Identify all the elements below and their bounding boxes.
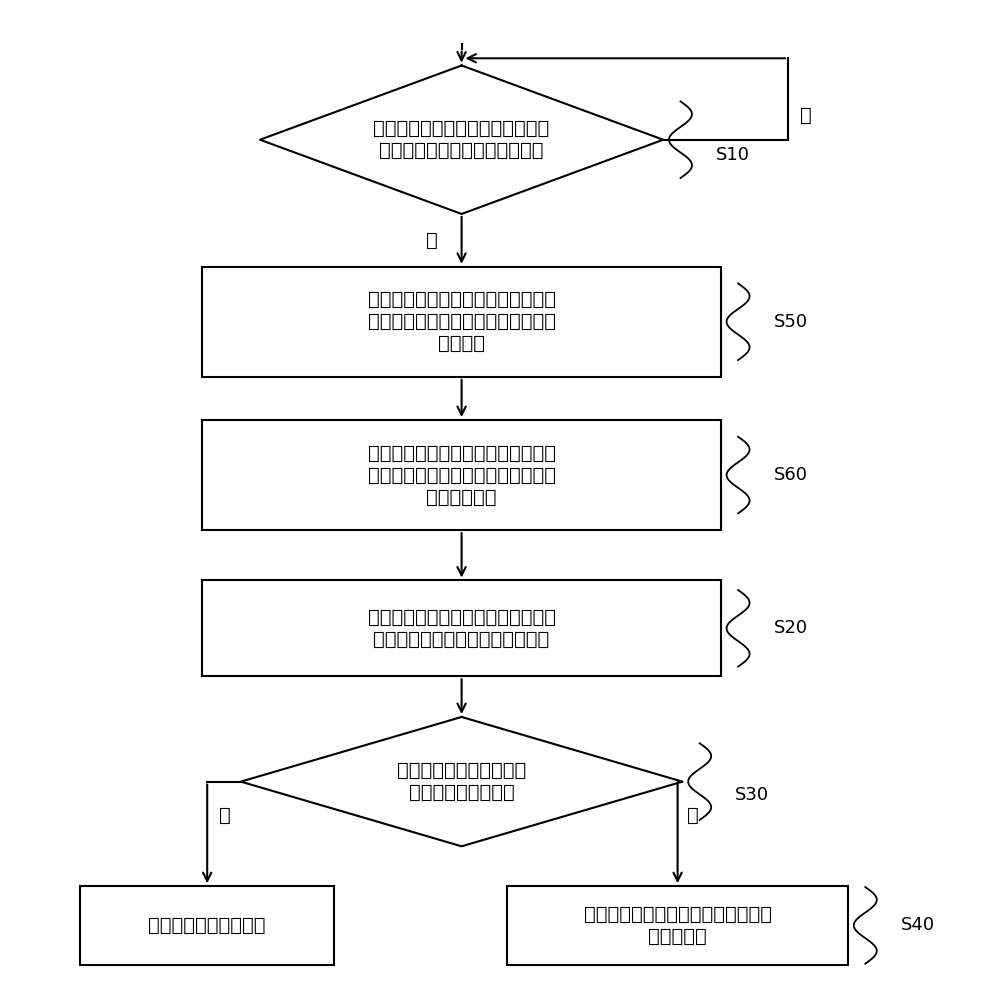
Text: S30: S30 (735, 785, 769, 803)
Bar (80, 886, 334, 965)
Text: S20: S20 (774, 620, 808, 638)
Text: 是: 是 (426, 231, 438, 250)
Text: S10: S10 (716, 146, 750, 164)
Text: 判断实际车速转速比是否
在预设转数比范围内: 判断实际车速转速比是否 在预设转数比范围内 (397, 761, 526, 802)
Text: S60: S60 (774, 466, 808, 484)
Text: 获取当前电机转速，根据当前电机转
速和当前车速计算实际车速转速比: 获取当前电机转速，根据当前电机转 速和当前车速计算实际车速转速比 (368, 608, 556, 649)
Text: 否: 否 (800, 107, 811, 126)
Bar (507, 886, 848, 965)
Text: 是: 是 (219, 805, 231, 824)
Bar (202, 420, 721, 530)
Text: 更新校验状态为已校验: 更新校验状态为已校验 (148, 916, 266, 935)
Text: S50: S50 (774, 312, 808, 330)
Bar (202, 266, 721, 377)
Text: 获取预存主减速比、预存后桥速比和
预存轮胎滚动半径，计算得到理论车
速转速比: 获取预存主减速比、预存后桥速比和 预存轮胎滚动半径，计算得到理论车 速转速比 (368, 290, 556, 353)
Text: 生成校验错误提示信息且更新校验状
态为已校验: 生成校验错误提示信息且更新校验状 态为已校验 (584, 905, 772, 946)
Bar (202, 581, 721, 677)
Text: 获取车辆行驶参数，判断所述车辆
行驶参数是否符合预设校验状态: 获取车辆行驶参数，判断所述车辆 行驶参数是否符合预设校验状态 (373, 119, 550, 161)
Text: 否: 否 (687, 805, 699, 824)
Text: 获取预存传动系容错率并根据以下公
式计算预设转数比范围的最大范围值
和最小范围值: 获取预存传动系容错率并根据以下公 式计算预设转数比范围的最大范围值 和最小范围值 (368, 443, 556, 507)
Text: S40: S40 (901, 916, 935, 934)
